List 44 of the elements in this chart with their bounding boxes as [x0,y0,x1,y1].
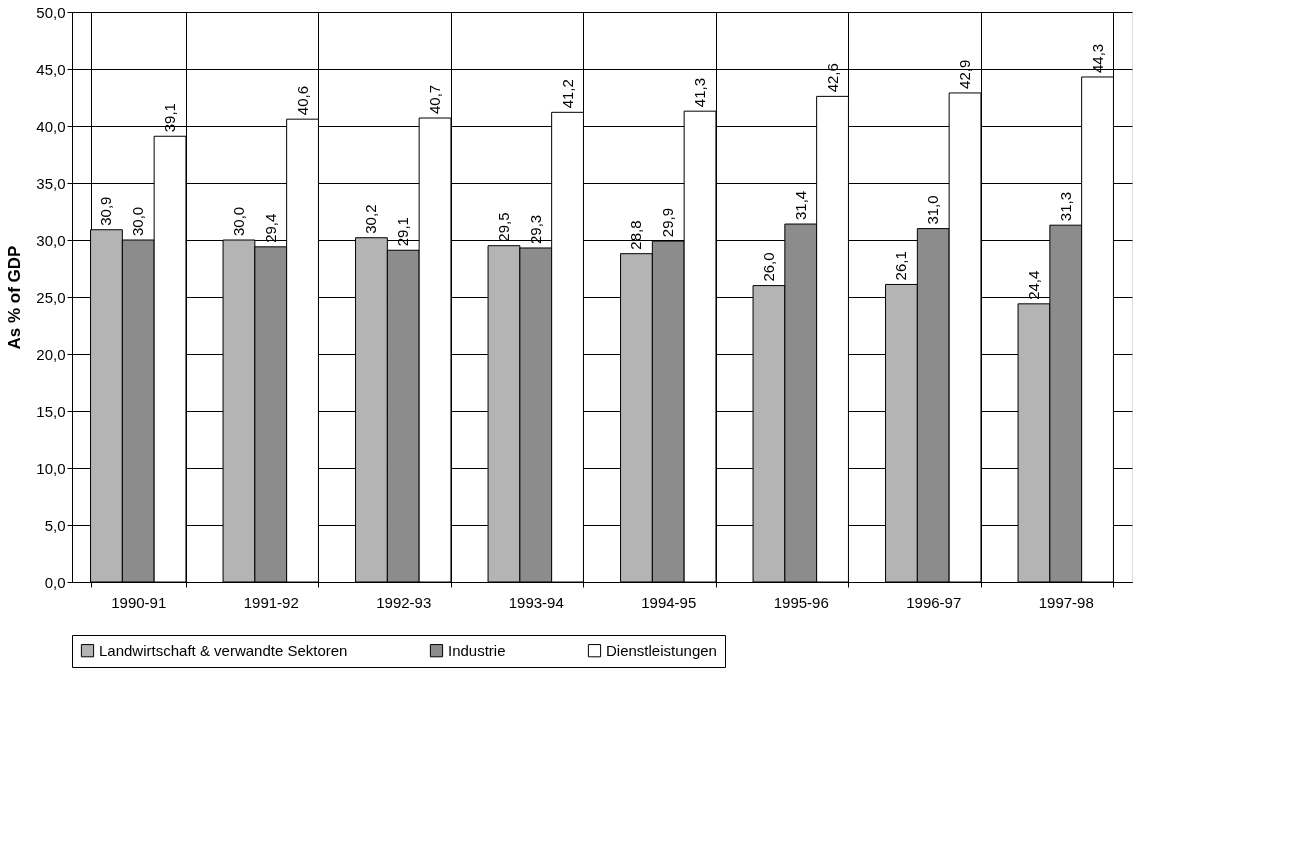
x-tick-label: 1993-94 [508,593,564,611]
legend-label: Industrie [448,641,506,659]
y-tick-label: 25,0 [36,288,66,306]
x-tick-label: 1991-92 [243,593,299,611]
x-tick-label: 1992-93 [376,593,432,611]
x-tick-label: 1997-98 [1038,593,1094,611]
data-label: 44,3 [1088,43,1106,73]
data-label: 30,9 [97,196,115,226]
data-label: 41,3 [691,77,709,108]
y-axis-title: As % of GDP [5,245,25,350]
y-tick-label: 20,0 [36,345,66,363]
data-label: 24,4 [1024,270,1042,300]
y-tick-label: 40,0 [36,117,66,135]
data-label: 42,9 [956,59,974,89]
y-tick-label: 15,0 [36,402,66,420]
data-label: 29,3 [526,214,544,244]
y-tick-label: 10,0 [36,459,66,477]
data-label: 30,0 [229,206,247,236]
data-label: 29,9 [659,207,677,238]
data-label: 41,2 [558,79,576,109]
data-label: 31,0 [924,195,942,225]
y-tick-label: 35,0 [36,174,66,192]
data-label: 31,4 [791,190,809,221]
data-label: 28,8 [627,220,645,250]
data-label: 29,4 [261,213,279,243]
data-label: 29,5 [494,212,512,242]
y-tick-label: 0,0 [44,573,66,591]
y-tick-label: 5,0 [44,516,66,534]
x-tick-label: 1995-96 [773,593,829,611]
legend-label: Dienstleistungen [606,641,717,659]
data-label: 40,6 [293,85,311,116]
data-label: 26,0 [759,252,777,282]
y-tick-label: 45,0 [36,60,66,78]
x-tick-label: 1996-97 [906,593,962,611]
data-label: 30,2 [362,204,380,234]
y-tick-label: 50,0 [36,3,66,21]
legend-label: Landwirtschaft & verwandte Sektoren [99,641,348,659]
data-label: 30,0 [129,206,147,236]
x-tick-label: 1994-95 [641,593,697,611]
x-tick-label: 1990-91 [111,593,167,611]
data-label: 26,1 [892,251,910,281]
data-label: 31,3 [1056,191,1074,222]
y-tick-label: 30,0 [36,231,66,249]
data-label: 40,7 [426,84,444,115]
